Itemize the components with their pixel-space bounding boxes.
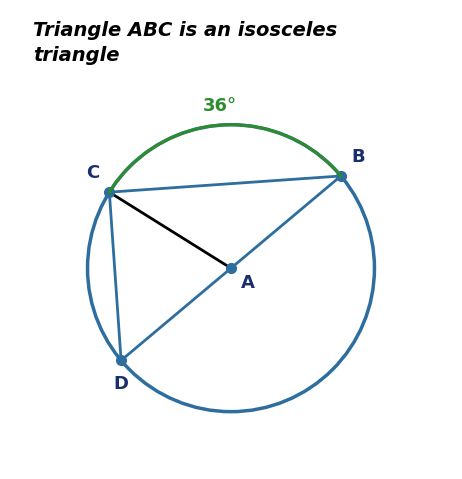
Text: D: D	[114, 375, 128, 393]
Text: Triangle ABC is an isosceles: Triangle ABC is an isosceles	[33, 22, 337, 40]
Text: triangle: triangle	[33, 46, 120, 65]
Text: C: C	[86, 164, 99, 182]
Text: B: B	[351, 148, 365, 166]
Text: A: A	[241, 274, 255, 292]
Text: 36°: 36°	[203, 97, 237, 115]
